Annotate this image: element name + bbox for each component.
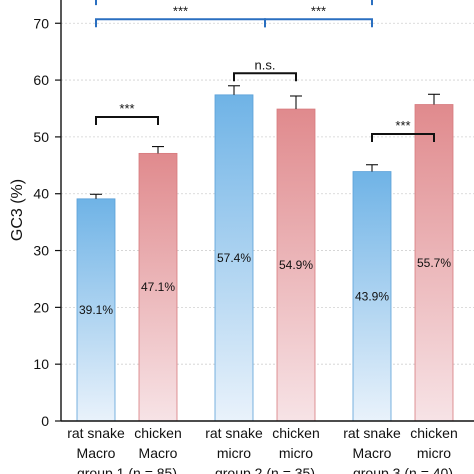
category-label-line2: Macro [139, 445, 178, 461]
y-tick-label: 30 [33, 243, 49, 259]
category-label-line1: rat snake [205, 425, 263, 441]
category-label-line1: chicken [410, 425, 457, 441]
bar [138, 152, 178, 422]
y-tick-label: 60 [33, 72, 49, 88]
significance-brackets: ***n.s.************n.s.*** [95, 0, 435, 143]
y-tick-label: 40 [33, 186, 49, 202]
group-label: group 2 (n = 35) [215, 465, 315, 474]
bar-value-label: 57.4% [217, 251, 251, 265]
bar-value-label: 47.1% [141, 280, 175, 294]
y-tick-label: 20 [33, 299, 49, 315]
significance-bracket [95, 0, 373, 6]
y-axis-title: GC3 (%) [9, 179, 26, 241]
category-label-line2: micro [279, 445, 313, 461]
axes [55, 0, 474, 422]
category-label-line1: rat snake [343, 425, 401, 441]
bar [76, 198, 116, 422]
grid [61, 22, 474, 365]
bar-value-label: 55.7% [417, 256, 451, 270]
significance-bracket [95, 116, 159, 126]
category-label-line2: Macro [77, 445, 116, 461]
category-label-line1: rat snake [67, 425, 125, 441]
category-label-line2: micro [417, 445, 451, 461]
category-label-line1: chicken [272, 425, 319, 441]
significance-label: *** [311, 3, 326, 18]
significance-bracket [264, 18, 373, 28]
significance-label: *** [119, 101, 134, 116]
bars [76, 94, 454, 422]
bar-value-label: 43.9% [355, 289, 389, 303]
significance-label: *** [395, 118, 410, 133]
y-tick-label: 70 [33, 15, 49, 31]
y-tick-label: 50 [33, 129, 49, 145]
category-label-line2: micro [217, 445, 251, 461]
significance-bracket [371, 133, 435, 143]
category-label-line2: Macro [353, 445, 392, 461]
labels: 0102030405060708039.1%rat snakeMacro47.1… [33, 15, 457, 474]
significance-label: n.s. [255, 57, 276, 72]
group-label: group 3 (n = 40) [353, 465, 453, 474]
group-label: group 1 (n = 85) [77, 465, 177, 474]
category-label-line1: chicken [134, 425, 181, 441]
bar-value-label: 54.9% [279, 258, 313, 272]
significance-bracket [233, 72, 297, 82]
y-tick-label: 10 [33, 356, 49, 372]
significance-label: *** [173, 3, 188, 18]
y-tick-label: 0 [41, 413, 49, 429]
error-bars [90, 85, 440, 199]
bar-value-label: 39.1% [79, 303, 113, 317]
